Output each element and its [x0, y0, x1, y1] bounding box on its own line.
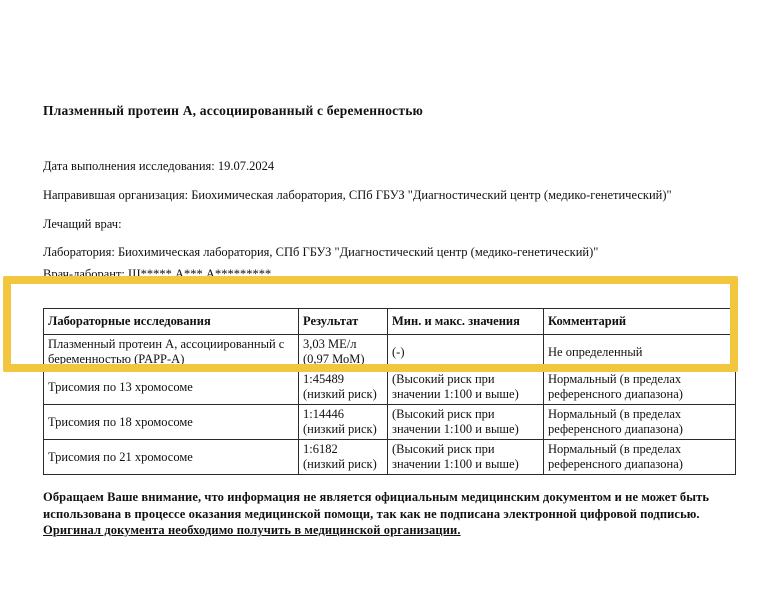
result-cell: 3,03 МЕ/л (0,97 МоМ): [298, 334, 388, 370]
results-table: Лабораторные исследования Результат Мин.…: [43, 308, 736, 475]
disclaimer-original-note: Оригинал документа необходимо получить в…: [43, 523, 461, 537]
result-mom: (0,97 МоМ): [303, 352, 365, 366]
disclaimer-text: Обращаем Ваше внимание, что информация н…: [43, 489, 745, 539]
result-value: 3,03 МЕ/л: [303, 337, 357, 351]
column-header-result: Результат: [298, 308, 388, 335]
column-header-range: Мин. и макс. значения: [387, 308, 544, 335]
laboratory-line: Лаборатория: Биохимическая лаборатория, …: [43, 245, 599, 259]
comment-cell: Нормальный (в пределах референсного диап…: [543, 369, 736, 405]
test-name-cell: Трисомия по 21 хромосоме: [43, 439, 299, 475]
disclaimer-notice: Обращаем Ваше внимание, что информация н…: [43, 490, 710, 521]
result-risk: (низкий риск): [303, 387, 377, 401]
column-header-comment: Комментарий: [543, 308, 736, 335]
lab-assistant-line: Врач-лаборант: Ш***** А*** А*********: [43, 267, 272, 281]
result-value: 1:6182: [303, 442, 338, 456]
table-row: Трисомия по 21 хромосоме 1:6182 (низкий …: [43, 439, 736, 475]
result-cell: 1:14446 (низкий риск): [298, 404, 388, 440]
attending-doctor-line: Лечащий врач:: [43, 217, 122, 231]
result-risk: (низкий риск): [303, 422, 377, 436]
comment-cell: Не определенный: [543, 334, 736, 370]
result-value: 1:14446: [303, 407, 344, 421]
comment-cell: Нормальный (в пределах референсного диап…: [543, 439, 736, 475]
range-cell: (-): [387, 334, 544, 370]
table-row: Трисомия по 18 хромосоме 1:14446 (низкий…: [43, 404, 736, 440]
test-name-cell: Трисомия по 18 хромосоме: [43, 404, 299, 440]
comment-cell: Нормальный (в пределах референсного диап…: [543, 404, 736, 440]
table-header-row: Лабораторные исследования Результат Мин.…: [43, 308, 736, 335]
range-cell: (Высокий риск при значении 1:100 и выше): [387, 369, 544, 405]
result-risk: (низкий риск): [303, 457, 377, 471]
result-value: 1:45489: [303, 372, 344, 386]
study-date-line: Дата выполнения исследования: 19.07.2024: [43, 159, 275, 173]
result-cell: 1:45489 (низкий риск): [298, 369, 388, 405]
referral-organization-line: Направившая организация: Биохимическая л…: [43, 188, 672, 202]
table-row: Трисомия по 13 хромосоме 1:45489 (низкий…: [43, 369, 736, 405]
column-header-test: Лабораторные исследования: [43, 308, 299, 335]
test-name-cell: Плазменный протеин А, ассоциированный с …: [43, 334, 299, 370]
test-name-cell: Трисомия по 13 хромосоме: [43, 369, 299, 405]
table-row: Плазменный протеин А, ассоциированный с …: [43, 334, 736, 370]
range-cell: (Высокий риск при значении 1:100 и выше): [387, 404, 544, 440]
page-title: Плазменный протеин А, ассоциированный с …: [43, 103, 424, 118]
range-cell: (Высокий риск при значении 1:100 и выше): [387, 439, 544, 475]
result-cell: 1:6182 (низкий риск): [298, 439, 388, 475]
